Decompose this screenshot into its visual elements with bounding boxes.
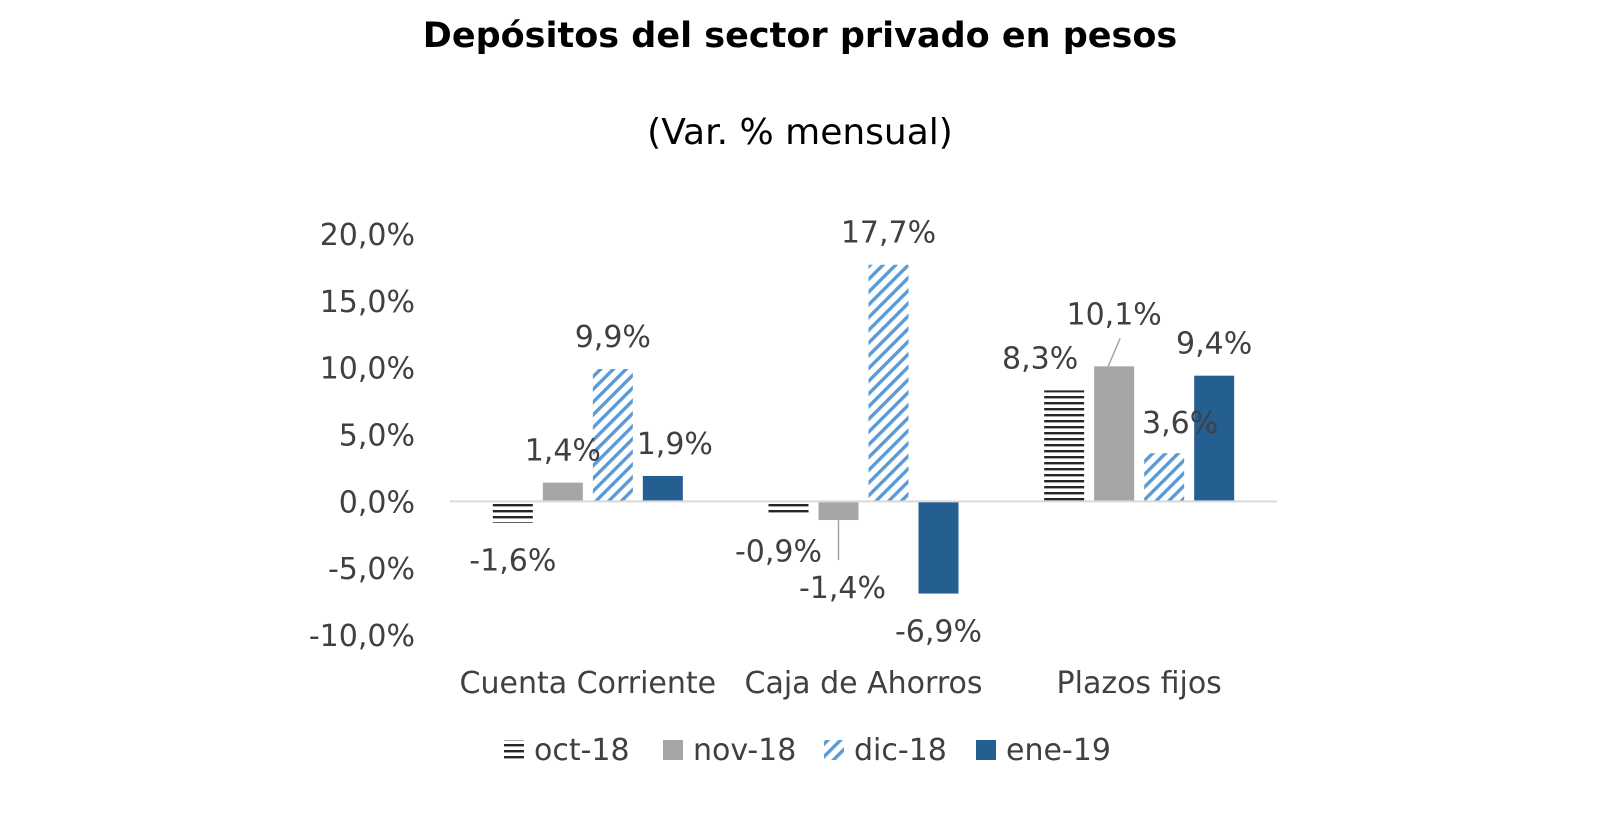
data-label-oct-18-1: -1,6%: [469, 544, 556, 579]
legend: oct-18 nov-18 dic-18 ene-19: [504, 733, 1111, 768]
bar-ene-19-3: [1194, 375, 1235, 502]
legend-label: nov-18: [693, 733, 796, 768]
y-tick-label: 5,0%: [339, 419, 415, 454]
bar-nov-18-2: [818, 501, 859, 521]
legend-item-ene-19: ene-19: [976, 733, 1111, 768]
legend-swatch: [663, 740, 683, 760]
data-label-ene-19-1: 1,9%: [637, 427, 713, 462]
category-labels: Cuenta Corriente Caja de Ahorros Plazos fi…: [460, 666, 1222, 701]
y-tick-label: -10,0%: [309, 619, 415, 654]
category-label: Plazos fijos: [1057, 666, 1222, 701]
legend-label: dic-18: [854, 733, 947, 768]
y-axis-tick-labels: 20,0% 15,0% 10,0% 5,0% 0,0% -5,0% -10,0%: [309, 218, 415, 654]
data-label-nov-18-3: 10,1%: [1067, 297, 1162, 332]
category-label: Caja de Ahorros: [745, 666, 983, 701]
y-tick-label: 20,0%: [320, 218, 415, 253]
bar-dic-18-2: [868, 264, 909, 502]
bar-dic-18-3: [1144, 453, 1185, 502]
data-label-dic-18-2: 17,7%: [841, 216, 936, 251]
legend-item-dic-18: dic-18: [824, 733, 947, 768]
y-tick-label: 10,0%: [320, 352, 415, 387]
chart-title: Depósitos del sector privado en pesos: [422, 16, 1178, 56]
legend-swatch: [824, 740, 844, 760]
bar-dic-18-1: [592, 369, 633, 502]
data-label-nov-18-1: 1,4%: [525, 434, 601, 469]
legend-label: ene-19: [1006, 733, 1111, 768]
bar-oct-18-1: [492, 501, 533, 523]
legend-swatch: [504, 740, 524, 760]
bars: [492, 264, 1235, 594]
data-label-oct-18-3: 8,3%: [1002, 341, 1078, 376]
legend-item-oct-18: oct-18: [504, 733, 630, 768]
bar-oct-18-3: [1044, 390, 1085, 502]
data-labels: -1,6% -0,9% 8,3% 1,4% -1,4% 10,1% 9,9% 17,7% 3,6…: [469, 216, 1252, 650]
data-label-dic-18-1: 9,9%: [575, 320, 651, 355]
bar-nov-18-3: [1094, 366, 1135, 502]
legend-label: oct-18: [534, 733, 630, 768]
data-label-ene-19-2: -6,9%: [895, 615, 982, 650]
y-tick-label: 0,0%: [339, 485, 415, 520]
legend-item-nov-18: nov-18: [663, 733, 796, 768]
legend-swatch: [976, 740, 996, 760]
chart-subtitle: (Var. % mensual): [647, 112, 953, 153]
leader-line-nov-18-3: [1107, 338, 1121, 367]
data-label-ene-19-3: 9,4%: [1176, 327, 1252, 362]
bar-ene-19-1: [642, 475, 683, 502]
bar-ene-19-2: [918, 501, 959, 594]
leader-lines: [837, 338, 1121, 561]
data-label-nov-18-2: -1,4%: [799, 571, 886, 606]
data-label-dic-18-3: 3,6%: [1142, 406, 1218, 441]
category-label: Cuenta Corriente: [460, 666, 717, 701]
y-tick-label: -5,0%: [328, 552, 415, 587]
bar-nov-18-1: [542, 482, 583, 502]
y-tick-label: 15,0%: [320, 285, 415, 320]
data-label-oct-18-2: -0,9%: [735, 534, 822, 569]
bar-oct-18-2: [768, 501, 809, 514]
